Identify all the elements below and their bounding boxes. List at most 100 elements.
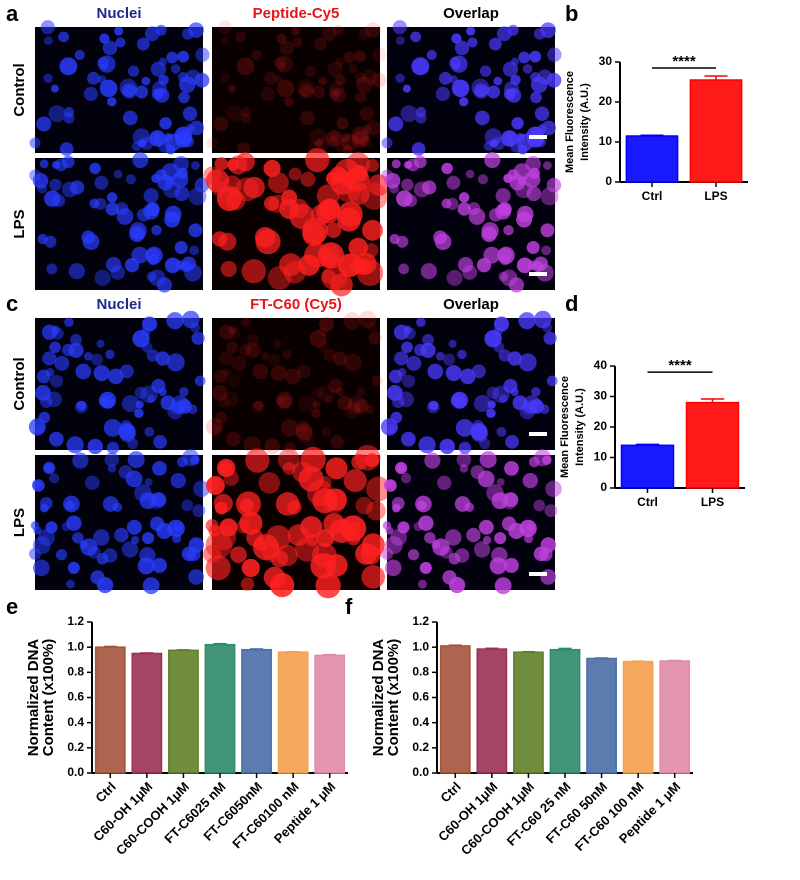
cell [284, 97, 294, 107]
cell [151, 224, 162, 236]
cell [253, 400, 264, 411]
cell [507, 351, 522, 366]
cell [158, 387, 167, 397]
cell [487, 85, 501, 99]
cell [418, 436, 436, 454]
panel-letter: a [6, 1, 19, 26]
cell [313, 37, 327, 51]
cell [528, 456, 540, 468]
micrograph [205, 310, 383, 455]
cell [144, 478, 153, 487]
bar [476, 648, 508, 774]
micrograph [29, 449, 210, 595]
cell [315, 573, 341, 599]
cell [291, 26, 301, 36]
cell [432, 538, 450, 556]
cell [217, 395, 230, 409]
cell [455, 418, 474, 437]
cell [127, 65, 140, 77]
cell [203, 544, 222, 563]
cell [465, 169, 475, 179]
cell [332, 24, 344, 36]
micrograph [203, 444, 391, 599]
column-header: Overlap [443, 5, 499, 22]
cell [182, 106, 198, 121]
cell [401, 341, 413, 354]
cell [48, 431, 64, 447]
column-header: Nuclei [96, 296, 141, 313]
cell [446, 269, 463, 286]
cell [48, 472, 60, 484]
cell [178, 72, 189, 83]
cell [330, 273, 353, 297]
error-bar [448, 644, 462, 646]
cell [534, 310, 552, 329]
cell [426, 50, 437, 61]
cell [182, 310, 200, 329]
cell [181, 499, 194, 512]
cell [312, 400, 321, 409]
cell [361, 565, 386, 589]
cell [99, 33, 110, 44]
cell [206, 137, 218, 149]
cell [174, 241, 188, 255]
cell [365, 22, 381, 38]
column-header: Peptide-Cy5 [253, 5, 340, 22]
cell [391, 159, 401, 169]
cell [367, 322, 378, 333]
cell [189, 245, 200, 256]
cell [498, 349, 511, 362]
cell [131, 141, 142, 152]
cell [277, 448, 300, 471]
cell [517, 145, 528, 155]
cell [241, 558, 260, 578]
cell [147, 254, 159, 266]
cell [318, 76, 328, 86]
cell [153, 434, 167, 449]
cell [113, 169, 123, 179]
cell [149, 516, 165, 531]
cell [483, 246, 501, 264]
cell [239, 511, 263, 535]
cell [493, 326, 503, 337]
cell [142, 532, 155, 545]
cell [483, 141, 494, 152]
cell [91, 353, 104, 366]
cell [159, 117, 172, 130]
cell [218, 324, 235, 340]
cell [146, 349, 159, 362]
x-tick-label: Ctrl [642, 189, 663, 203]
cell [94, 197, 107, 210]
cell [473, 395, 491, 412]
cell [270, 365, 287, 382]
cell [260, 351, 270, 361]
cell [276, 544, 298, 567]
row-label: Control [11, 63, 28, 116]
cell [140, 385, 158, 404]
cell [355, 72, 366, 83]
cell [343, 353, 362, 372]
cell [276, 79, 295, 98]
cell [451, 79, 470, 98]
cell [93, 529, 110, 546]
cell [547, 47, 562, 62]
y-axis-label: Normalized DNA [25, 639, 42, 757]
cell [121, 541, 139, 558]
cell [546, 177, 562, 193]
cell [445, 365, 462, 382]
cell [449, 56, 461, 69]
cell [245, 448, 270, 473]
cell [283, 441, 297, 455]
micrograph [29, 20, 210, 156]
cell [534, 106, 550, 121]
cell [125, 174, 136, 185]
cell [344, 403, 361, 420]
cell [492, 385, 510, 404]
cell [165, 145, 176, 155]
y-tick-label: 0 [600, 480, 607, 494]
cell [335, 57, 344, 66]
cell [275, 396, 285, 406]
cell [132, 128, 150, 146]
cell [529, 50, 542, 63]
image-background [387, 27, 555, 153]
